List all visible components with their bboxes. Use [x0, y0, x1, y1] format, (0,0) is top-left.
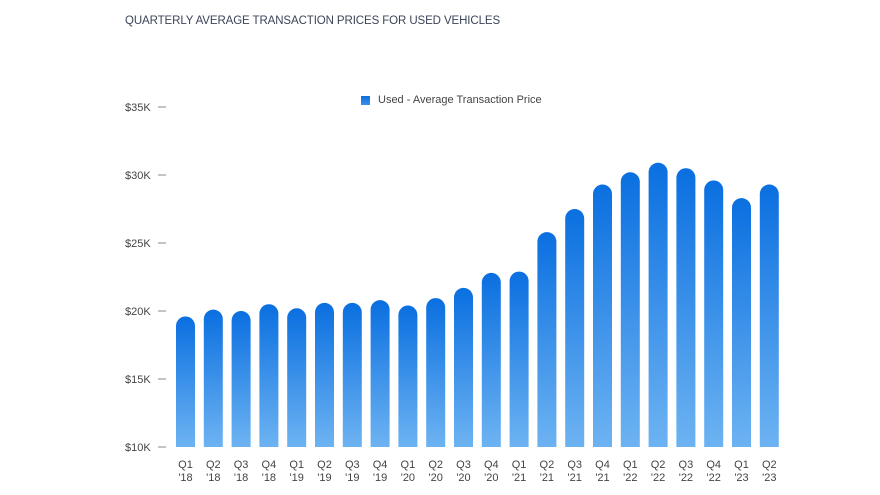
x-tick-quarter: Q3 — [456, 459, 471, 471]
x-tick-quarter: Q1 — [178, 459, 193, 471]
y-tick-label: $10K — [125, 442, 151, 454]
x-tick-quarter: Q3 — [234, 459, 249, 471]
bar — [287, 308, 307, 447]
bars — [176, 162, 779, 447]
bar — [537, 232, 557, 447]
x-tick-year: '18 — [178, 472, 192, 484]
bar — [565, 209, 585, 447]
bar — [593, 184, 612, 447]
bar — [231, 311, 251, 447]
x-tick-quarter: Q1 — [623, 459, 638, 471]
x-tick-year: '18 — [234, 472, 248, 484]
x-tick-year: '20 — [401, 472, 415, 484]
x-tick-quarter: Q2 — [317, 459, 332, 471]
x-tick-quarter: Q4 — [373, 459, 388, 471]
x-tick-year: '18 — [262, 472, 276, 484]
x-tick-quarter: Q4 — [706, 459, 721, 471]
y-tick-label: $20K — [125, 306, 151, 318]
bar — [370, 300, 390, 447]
bar — [203, 309, 223, 447]
x-tick-quarter: Q1 — [734, 459, 749, 471]
x-tick-year: '21 — [512, 472, 526, 484]
bar — [315, 302, 334, 447]
x-axis: Q1'18Q2'18Q3'18Q4'18Q1'19Q2'19Q3'19Q4'19… — [178, 459, 776, 484]
x-tick-quarter: Q2 — [206, 459, 221, 471]
x-tick-quarter: Q4 — [484, 459, 499, 471]
x-tick-year: '21 — [568, 472, 582, 484]
bar — [509, 271, 529, 447]
x-tick-year: '19 — [373, 472, 387, 484]
x-tick-quarter: Q3 — [567, 459, 582, 471]
x-tick-quarter: Q2 — [651, 459, 666, 471]
x-tick-year: '20 — [484, 472, 498, 484]
bar — [176, 316, 195, 447]
y-tick-label: $35K — [125, 102, 151, 114]
legend-label: Used - Average Transaction Price — [378, 94, 542, 106]
x-tick-year: '22 — [707, 472, 721, 484]
bar — [732, 198, 751, 447]
x-tick-quarter: Q1 — [512, 459, 527, 471]
x-tick-year: '21 — [540, 472, 554, 484]
x-tick-year: '23 — [734, 472, 748, 484]
bar — [676, 168, 696, 447]
bar — [259, 304, 279, 447]
x-tick-quarter: Q4 — [595, 459, 610, 471]
y-tick-label: $30K — [125, 170, 151, 182]
chart-title: QUARTERLY AVERAGE TRANSACTION PRICES FOR… — [125, 15, 501, 27]
x-tick-year: '21 — [595, 472, 609, 484]
y-axis: $10K $15K $20K $25K $30K $35K — [125, 102, 166, 454]
x-tick-year: '19 — [345, 472, 359, 484]
y-tick-label: $15K — [125, 374, 151, 386]
bar — [481, 272, 501, 447]
x-tick-year: '19 — [317, 472, 331, 484]
x-tick-year: '23 — [762, 472, 776, 484]
bar — [398, 305, 418, 447]
x-tick-quarter: Q3 — [345, 459, 360, 471]
legend: Used - Average Transaction Price — [361, 94, 542, 106]
x-tick-quarter: Q1 — [289, 459, 304, 471]
x-tick-year: '22 — [623, 472, 637, 484]
x-tick-year: '22 — [651, 472, 665, 484]
x-tick-year: '22 — [679, 472, 693, 484]
y-tick-label: $25K — [125, 238, 151, 250]
bar — [454, 287, 473, 447]
x-tick-quarter: Q4 — [262, 459, 277, 471]
x-tick-quarter: Q1 — [401, 459, 416, 471]
x-tick-year: '19 — [290, 472, 304, 484]
bar — [426, 298, 446, 447]
x-tick-quarter: Q2 — [428, 459, 443, 471]
bar — [342, 302, 362, 447]
bar — [648, 162, 668, 447]
x-tick-year: '18 — [206, 472, 220, 484]
bar — [620, 172, 640, 447]
x-tick-year: '20 — [456, 472, 470, 484]
x-tick-year: '20 — [429, 472, 443, 484]
x-tick-quarter: Q2 — [762, 459, 777, 471]
x-tick-quarter: Q3 — [679, 459, 694, 471]
legend-swatch — [361, 95, 370, 105]
bar — [704, 180, 724, 447]
x-tick-quarter: Q2 — [540, 459, 555, 471]
bar — [759, 184, 779, 447]
